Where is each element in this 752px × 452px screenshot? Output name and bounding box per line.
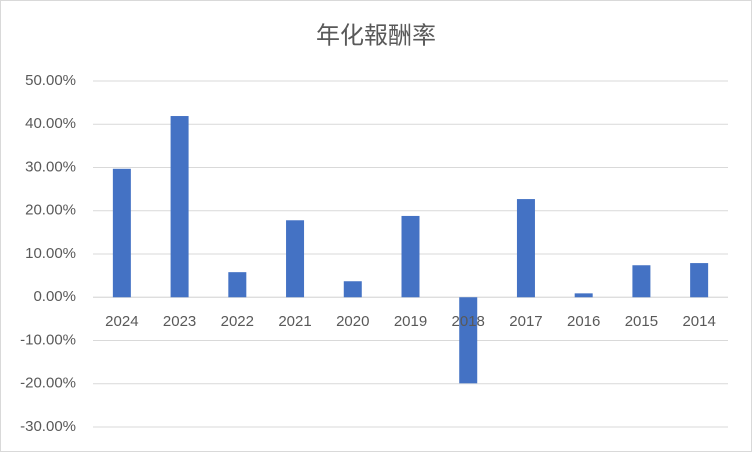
x-tick-label: 2017 xyxy=(509,313,542,330)
x-tick-label: 2019 xyxy=(394,313,427,330)
bar xyxy=(170,116,189,298)
x-tick-label: 2021 xyxy=(278,313,311,330)
chart-title: 年化報酬率 xyxy=(316,22,436,49)
y-tick-label: 40.00% xyxy=(25,115,76,132)
bar xyxy=(574,293,593,298)
x-tick-label: 2015 xyxy=(625,313,658,330)
bar xyxy=(632,265,651,298)
x-tick-label: 2024 xyxy=(105,313,138,330)
y-tick-label: 10.00% xyxy=(25,245,76,262)
bar xyxy=(343,281,362,298)
y-tick-label: 30.00% xyxy=(25,158,76,175)
x-tick-label: 2023 xyxy=(163,313,196,330)
x-tick-label: 2016 xyxy=(567,313,600,330)
y-tick-label: 50.00% xyxy=(25,72,76,89)
bar xyxy=(690,263,709,298)
y-tick-label: -10.00% xyxy=(20,331,76,348)
y-tick-label: -20.00% xyxy=(20,375,76,392)
bar xyxy=(286,220,305,298)
bar xyxy=(228,272,247,298)
y-tick-label: 0.00% xyxy=(33,288,76,305)
x-tick-label: 2014 xyxy=(682,313,715,330)
y-tick-label: 20.00% xyxy=(25,202,76,219)
bar xyxy=(401,215,420,298)
bar xyxy=(516,199,535,298)
bar xyxy=(112,168,131,298)
x-tick-label: 2018 xyxy=(452,313,485,330)
x-tick-label: 2022 xyxy=(221,313,254,330)
x-tick-label: 2020 xyxy=(336,313,369,330)
y-tick-label: -30.00% xyxy=(20,418,76,435)
bar xyxy=(459,297,478,384)
